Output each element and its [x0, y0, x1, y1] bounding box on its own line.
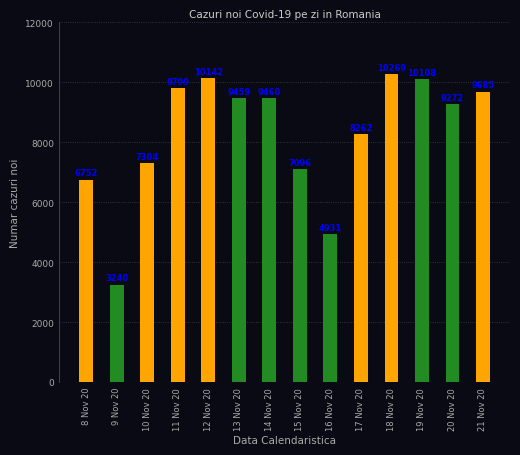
Text: 8262: 8262	[349, 124, 372, 133]
Text: 10142: 10142	[193, 67, 223, 76]
Text: 9459: 9459	[227, 88, 251, 97]
Text: 10108: 10108	[407, 68, 436, 77]
Bar	[415, 80, 429, 382]
Bar	[201, 79, 215, 382]
Bar	[354, 135, 368, 382]
Bar	[140, 164, 154, 382]
Bar	[263, 99, 276, 382]
Bar	[80, 180, 93, 382]
Bar	[446, 105, 459, 382]
Text: 10269: 10269	[377, 64, 406, 73]
Bar	[323, 235, 337, 382]
Bar	[384, 75, 398, 382]
Text: 3240: 3240	[105, 274, 128, 283]
Text: 7304: 7304	[136, 152, 159, 161]
Text: 6752: 6752	[74, 169, 98, 178]
Bar	[232, 99, 245, 382]
Bar	[110, 285, 124, 382]
Text: 9799: 9799	[166, 78, 189, 86]
Text: 9685: 9685	[471, 81, 495, 90]
Y-axis label: Numar cazuri noi: Numar cazuri noi	[10, 158, 20, 247]
Bar	[476, 92, 490, 382]
Text: 4931: 4931	[319, 223, 342, 232]
Text: 9460: 9460	[258, 88, 281, 97]
Title: Cazuri noi Covid-19 pe zi in Romania: Cazuri noi Covid-19 pe zi in Romania	[189, 10, 381, 20]
Bar	[293, 170, 307, 382]
Bar	[171, 89, 185, 382]
Text: 7096: 7096	[288, 158, 311, 167]
Text: 9272: 9272	[441, 93, 464, 102]
X-axis label: Data Calendaristica: Data Calendaristica	[233, 435, 336, 445]
